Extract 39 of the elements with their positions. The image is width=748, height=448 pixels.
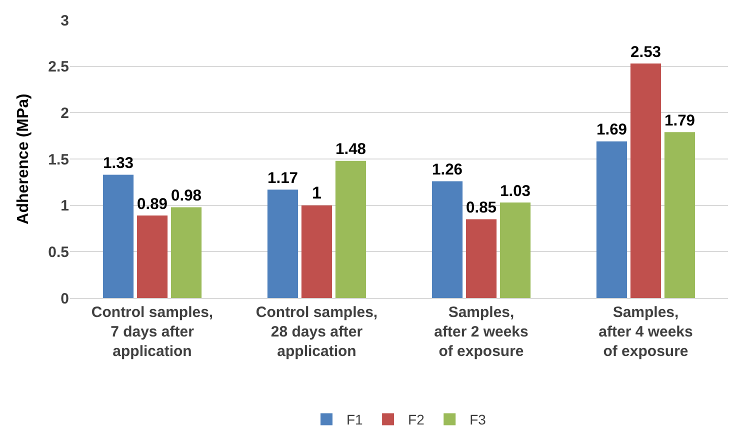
y-tick-label: 2.5 xyxy=(48,58,69,76)
bar xyxy=(664,132,696,298)
y-tick-label: 3 xyxy=(60,12,69,30)
data-label: 1.17 xyxy=(267,170,298,187)
y-tick-label: 2 xyxy=(60,104,69,122)
bar xyxy=(136,216,168,298)
bar xyxy=(335,160,366,298)
x-tick-label: Control samples, 7 days after application xyxy=(91,304,214,360)
data-label: 2.53 xyxy=(630,44,662,61)
bar xyxy=(596,141,628,298)
data-label: 1.79 xyxy=(664,112,696,130)
y-tick-label: 0 xyxy=(60,290,69,308)
bar xyxy=(630,64,662,298)
bar xyxy=(267,190,298,298)
bar xyxy=(432,181,463,298)
data-label: 0.85 xyxy=(466,200,497,217)
y-tick-label: 1.5 xyxy=(48,151,69,168)
legend-label: F3 xyxy=(470,412,486,428)
x-tick-label: Control samples, 28 days after application xyxy=(256,304,378,360)
legend-label: F2 xyxy=(408,412,425,428)
x-tick-label: Samples, after 2 weeks of exposure xyxy=(434,304,528,360)
data-label: 0.89 xyxy=(136,196,168,213)
y-tick-label: 0.5 xyxy=(48,244,69,261)
data-label: 1.33 xyxy=(102,155,134,172)
data-label: 1.26 xyxy=(432,162,463,179)
bar xyxy=(102,174,134,298)
data-label: 1.03 xyxy=(500,182,531,200)
x-tick-label: Samples, after 4 weeks of exposure xyxy=(598,304,693,360)
legend-label: F1 xyxy=(346,412,364,428)
bar xyxy=(466,219,497,298)
data-label: 1.48 xyxy=(335,141,366,158)
bar xyxy=(170,207,202,298)
y-tick-label: 1 xyxy=(60,198,69,215)
bar xyxy=(301,205,332,298)
data-label: 0.98 xyxy=(170,187,202,204)
data-label: 1.69 xyxy=(596,122,628,139)
y-axis-title: Adherence (MPa) xyxy=(15,94,32,224)
bar xyxy=(500,202,531,298)
data-label: 1 xyxy=(312,183,322,202)
